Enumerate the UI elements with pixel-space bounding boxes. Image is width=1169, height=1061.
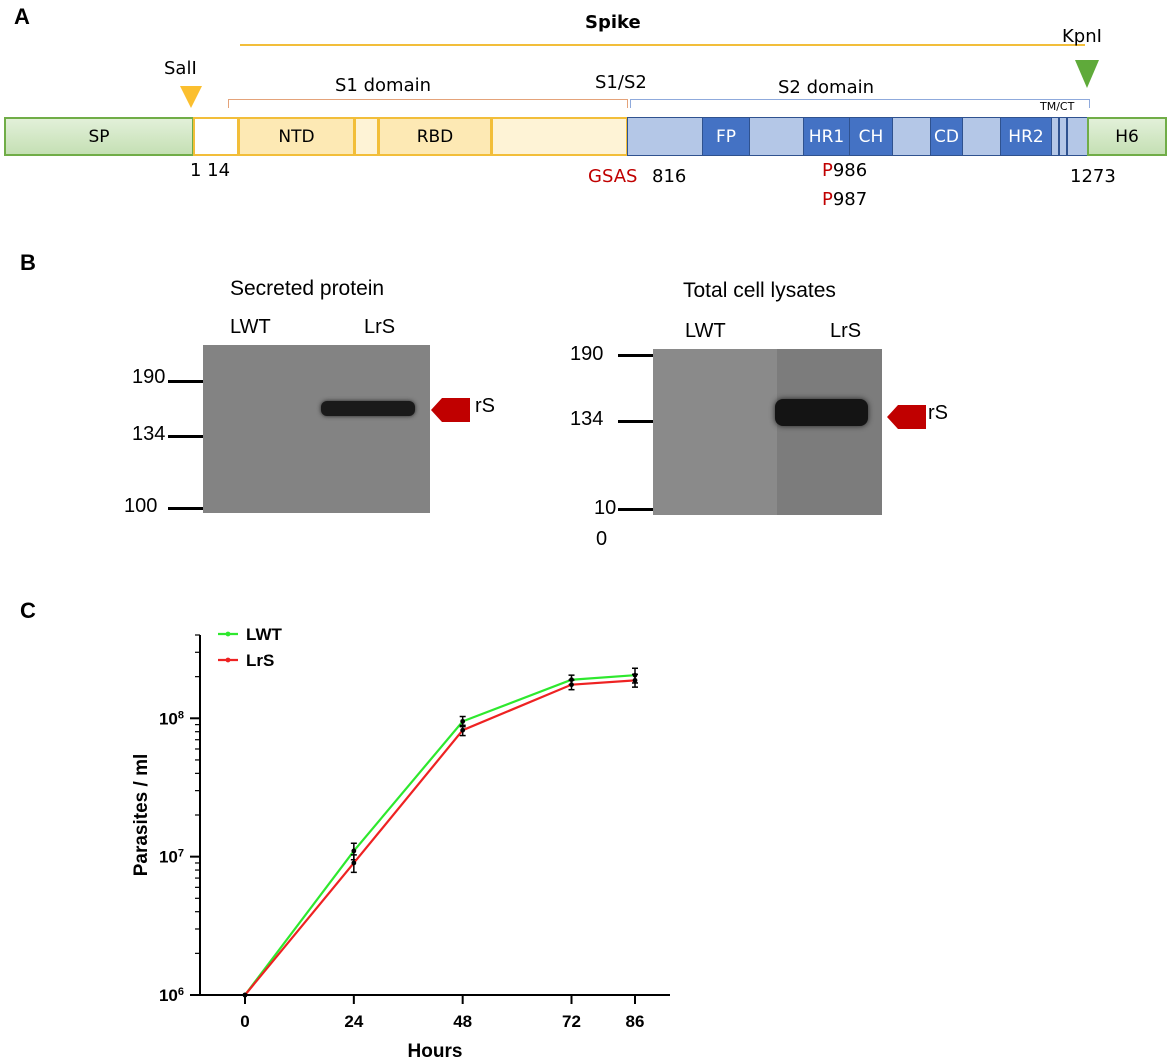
segment-s1-cterm: [491, 117, 628, 156]
kpni-marker-icon: [1075, 60, 1099, 88]
sall-marker-icon: [180, 86, 202, 108]
legend-marker-lwt: [225, 631, 231, 637]
gsas-site: GSAS: [588, 166, 637, 187]
secreted-protein-title: Secreted protein: [230, 277, 385, 300]
legend-label-lrs: LrS: [246, 651, 274, 670]
lysate-lane-lwt-bg: [653, 349, 777, 515]
right-marker-134: 134: [570, 408, 604, 430]
segment-fp: FP: [702, 117, 750, 156]
lysate-blot: [653, 349, 882, 515]
p986-residue: P: [822, 160, 833, 181]
left-rs-arrow-icon: [431, 398, 470, 422]
p987-residue: P: [822, 189, 833, 210]
kpni-label: KpnI: [1062, 26, 1102, 47]
gsas-unchanged: AS: [613, 166, 638, 187]
data-point-lrs: [569, 682, 574, 688]
s2-domain-label: S2 domain: [778, 77, 875, 98]
x-tick-label: 48: [453, 1012, 472, 1031]
s2-domain-bracket: [630, 99, 1090, 108]
right-rs-label: rS: [928, 402, 948, 424]
panel-c-letter: C: [20, 598, 36, 623]
left-marker-190: 190: [132, 366, 166, 388]
left-tick-190: [168, 380, 203, 383]
left-tick-100: [168, 507, 203, 510]
segment-cd: CD: [930, 117, 963, 156]
right-marker-0: 0: [596, 528, 608, 550]
segment-linker: [354, 117, 379, 156]
right-marker-10: 10: [594, 497, 617, 519]
spike-label: Spike: [585, 12, 641, 33]
left-marker-100: 100: [124, 495, 158, 517]
right-tick-100: [618, 508, 653, 511]
y-tick-label: 106: [159, 986, 184, 1005]
tm-divider-2: [1066, 117, 1068, 156]
y-tick-label: 108: [159, 709, 184, 728]
legend-label-lwt: LWT: [246, 625, 282, 644]
legend-marker-lrs: [225, 657, 231, 663]
segment-h6: H6: [1087, 117, 1167, 156]
x-tick-label: 86: [626, 1012, 645, 1031]
x-tick-label: 24: [344, 1012, 363, 1031]
position-1273: 1273: [1070, 166, 1116, 187]
panel-a-letter: A: [14, 4, 30, 29]
segment-hr2: HR2: [1000, 117, 1052, 156]
left-rs-label: rS: [475, 395, 495, 417]
spike-line: [240, 44, 1085, 46]
right-marker-190: 190: [570, 343, 604, 365]
position-816: 816: [652, 166, 687, 187]
total-lysates-title: Total cell lysates: [683, 279, 836, 302]
right-tick-190: [618, 354, 653, 357]
data-point-lrs: [460, 727, 466, 733]
x-tick-label: 72: [562, 1012, 581, 1031]
x-axis-title: Hours: [408, 1041, 463, 1061]
x-tick-label: 0: [240, 1012, 249, 1031]
segment-ch: CH: [849, 117, 893, 156]
growth-chart: 106 107 108 0 24 48 72 86 Hours Parasites / ml LW…: [131, 625, 670, 1061]
right-tick-134: [618, 420, 653, 423]
position-p986: P986: [822, 160, 867, 181]
left-marker-134: 134: [132, 423, 166, 445]
data-point-lrs: [351, 860, 357, 866]
right-lane-lrs: LrS: [830, 320, 862, 342]
gsas-mutated: GS: [588, 166, 614, 187]
tm-divider-1: [1058, 117, 1060, 156]
position-1-14: 1 14: [190, 160, 231, 181]
right-rs-arrow-icon: [887, 405, 926, 429]
sall-label: SalI: [164, 58, 197, 79]
left-lane-lwt: LWT: [230, 316, 271, 338]
series-line-lrs: [244, 679, 636, 996]
lysate-rs-band: [775, 399, 868, 426]
left-tick-134: [168, 435, 203, 438]
s1-domain-bracket: [228, 99, 628, 108]
right-lane-lwt: LWT: [685, 320, 726, 342]
y-axis-title: Parasites / ml: [131, 754, 152, 877]
s1s2-label: S1/S2: [595, 72, 647, 93]
y-tick-label: 107: [159, 848, 184, 867]
series-line-lwt: [244, 674, 636, 996]
secreted-blot: [203, 345, 430, 513]
data-point-lwt: [351, 848, 357, 854]
data-point-lrs: [242, 992, 248, 998]
left-lane-lrs: LrS: [364, 316, 396, 338]
secreted-rs-band: [321, 401, 415, 416]
segment-sp: SP: [4, 117, 194, 156]
s1-domain-label: S1 domain: [335, 75, 432, 96]
segment-rbd: RBD: [378, 117, 492, 156]
segment-1-14: [193, 117, 239, 156]
segment-hr1: HR1: [803, 117, 850, 156]
position-p987: P987: [822, 189, 867, 210]
data-point-lwt: [460, 718, 466, 724]
tmct-label: TM/CT: [1040, 100, 1075, 113]
panel-b-letter: B: [20, 250, 36, 275]
data-point-lrs: [632, 677, 638, 683]
segment-ntd: NTD: [238, 117, 355, 156]
p986-number: 986: [832, 160, 868, 181]
p987-number: 987: [832, 189, 868, 210]
lysate-lane-lrs-bg: [777, 349, 882, 515]
